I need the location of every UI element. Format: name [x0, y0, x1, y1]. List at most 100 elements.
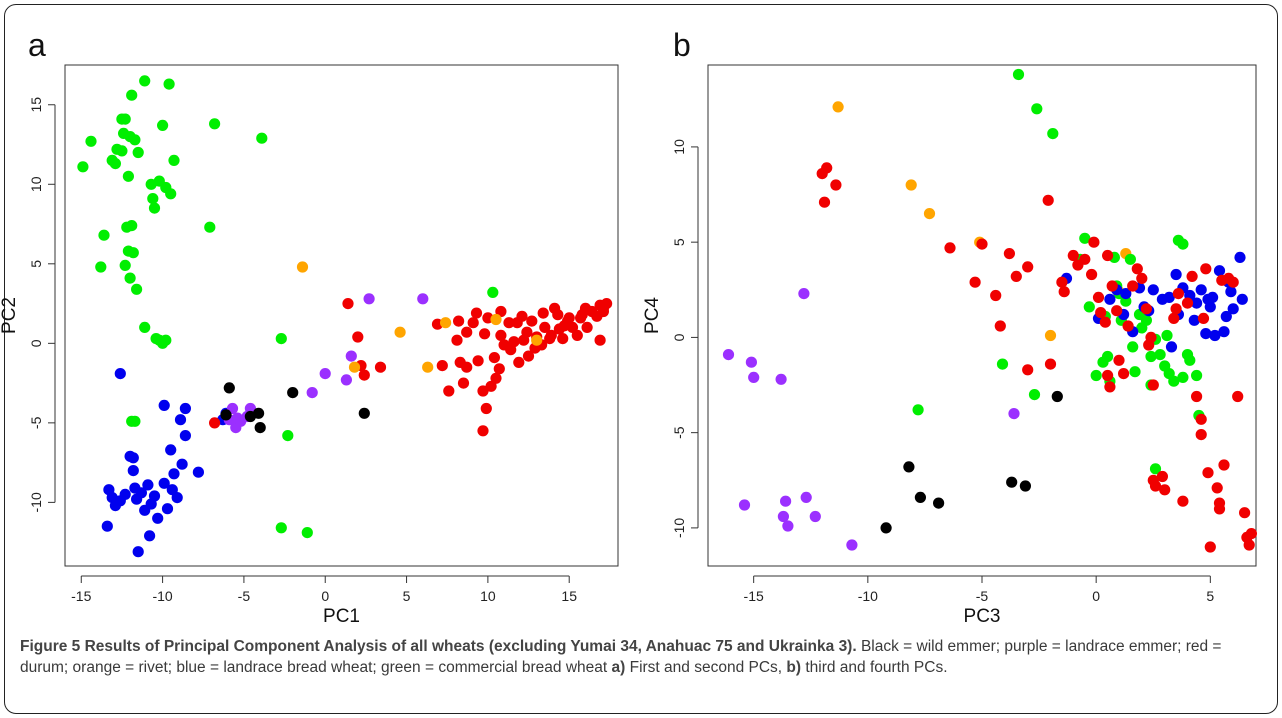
point-green: [119, 113, 131, 125]
point-purple: [780, 495, 792, 507]
point-red: [1056, 276, 1068, 288]
point-green: [132, 146, 144, 159]
x-axis-label-a: PC1: [323, 606, 360, 627]
x-tick-label: 15: [561, 588, 577, 604]
y-axis-label-a: PC2: [0, 297, 20, 334]
point-red: [495, 329, 507, 341]
caption-a-text: First and second PCs,: [625, 659, 787, 676]
point-blue: [152, 512, 164, 524]
point-red: [461, 361, 473, 373]
point-blue: [132, 546, 144, 558]
point-black: [287, 387, 299, 399]
point-green: [126, 220, 138, 232]
x-tick-label: -5: [238, 588, 251, 604]
plot-box-a: [64, 64, 619, 567]
point-blue: [168, 468, 180, 480]
x-tick-label: 5: [1206, 588, 1214, 604]
point-red: [1227, 276, 1239, 288]
y-tick-label: -10: [28, 492, 44, 512]
point-red: [209, 417, 221, 429]
y-tick-label: -5: [671, 426, 687, 439]
point-black: [1006, 476, 1018, 488]
point-orange: [296, 261, 309, 273]
point-purple: [748, 371, 760, 383]
point-purple: [782, 520, 794, 532]
point-blue: [1104, 293, 1116, 305]
point-red: [1095, 307, 1107, 319]
point-blue: [1191, 297, 1203, 309]
point-red: [1191, 390, 1203, 403]
point-black: [933, 497, 945, 509]
point-blue: [174, 414, 187, 426]
point-purple: [722, 349, 735, 361]
point-blue: [145, 498, 157, 510]
point-blue: [1120, 288, 1132, 300]
caption-title: Figure 5 Results of Principal Component …: [20, 638, 857, 655]
point-green: [1028, 389, 1041, 401]
point-red: [558, 320, 570, 332]
point-purple: [319, 368, 331, 380]
point-blue: [1236, 293, 1248, 305]
point-red: [1042, 194, 1054, 206]
point-green: [129, 134, 141, 146]
point-red: [511, 317, 523, 329]
point-red: [1239, 507, 1251, 519]
point-red: [453, 315, 465, 327]
point-black: [914, 491, 927, 503]
point-purple: [1008, 408, 1020, 420]
point-green: [124, 272, 136, 284]
point-green: [1136, 322, 1148, 334]
point-green: [1184, 354, 1196, 366]
point-blue: [131, 493, 143, 505]
point-blue: [1227, 303, 1239, 315]
point-red: [539, 321, 551, 333]
point-red: [1067, 249, 1079, 262]
point-red: [1177, 495, 1189, 507]
point-red: [1118, 368, 1130, 380]
point-red: [1111, 305, 1123, 317]
point-red: [545, 329, 557, 341]
point-orange: [1044, 329, 1057, 342]
point-red: [1145, 331, 1157, 343]
point-red: [1204, 541, 1216, 553]
point-blue: [1220, 310, 1232, 323]
point-red: [457, 377, 470, 389]
point-blue: [114, 368, 126, 380]
point-red: [526, 315, 538, 327]
point-blue: [179, 402, 191, 415]
y-axis-label-b: PC4: [642, 297, 663, 334]
point-purple: [417, 293, 429, 305]
point-red: [1058, 286, 1070, 298]
x-tick-label: 0: [321, 588, 329, 604]
point-red: [1003, 248, 1016, 260]
point-red: [1168, 312, 1180, 324]
point-red: [472, 355, 484, 367]
point-green: [126, 89, 138, 101]
point-black: [253, 407, 265, 419]
point-green: [147, 193, 159, 205]
point-blue: [165, 444, 177, 456]
x-tick-label: 10: [480, 588, 496, 604]
point-blue: [161, 503, 174, 515]
point-blue: [1195, 284, 1207, 296]
point-red: [1147, 379, 1159, 391]
figure-frame: [4, 4, 1278, 714]
point-red: [1136, 272, 1148, 284]
point-green: [204, 221, 216, 233]
point-red: [342, 298, 354, 310]
point-black: [220, 409, 232, 421]
point-purple: [745, 356, 758, 368]
figure-caption: Figure 5 Results of Principal Component …: [20, 636, 1260, 678]
point-red: [1245, 528, 1257, 540]
point-purple: [244, 402, 256, 415]
point-red: [503, 317, 515, 329]
point-blue: [1147, 284, 1159, 296]
y-tick-label: 10: [28, 176, 44, 192]
point-green: [109, 158, 121, 170]
point-green: [139, 321, 151, 333]
point-blue: [192, 466, 204, 478]
point-orange: [394, 326, 406, 338]
point-purple: [846, 539, 858, 551]
point-red: [990, 289, 1002, 302]
point-green: [1083, 301, 1095, 313]
